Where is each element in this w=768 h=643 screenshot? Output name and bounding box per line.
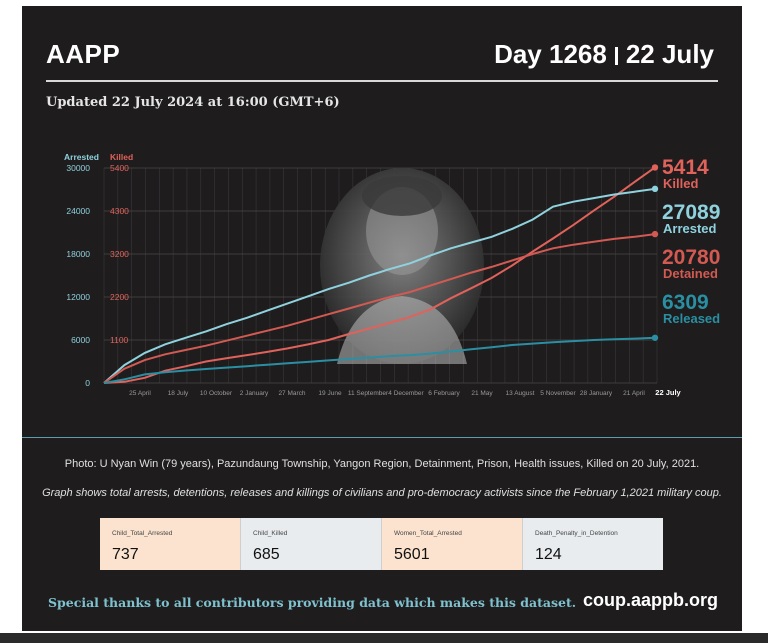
chart-axes: 0 6000 12000 18000 24000 30000 1100 2200 3200 430… xyxy=(64,152,682,397)
series-line-released xyxy=(103,336,656,384)
series-end-dot-detained xyxy=(651,230,659,238)
stat-value: 124 xyxy=(535,546,562,563)
end-name-detained: Detained xyxy=(663,266,718,281)
stats-table: Child_Total_Arrested 737 Child_Killed 68… xyxy=(100,518,663,570)
series-end-dot-arrested xyxy=(651,185,659,193)
left-tick-label: 12000 xyxy=(66,292,90,302)
x-end-label: 22 July xyxy=(655,388,681,397)
day-number: Day 1268 xyxy=(494,39,607,69)
left-tick-label: 18000 xyxy=(66,249,90,259)
stat-label: Women_Total_Arrested xyxy=(394,530,462,537)
series-line-killed xyxy=(103,166,656,384)
series-end-dot-released xyxy=(651,334,659,341)
website-link[interactable]: coup.aappb.org xyxy=(583,590,718,610)
end-value-killed: 5414 xyxy=(662,156,709,179)
x-tick-label: 21 May xyxy=(471,390,493,397)
bottom-bar xyxy=(0,633,768,643)
stat-cell: Women_Total_Arrested 5601 xyxy=(382,518,523,570)
x-tick-label: 10 October xyxy=(200,390,233,397)
x-tick-label: 25 April xyxy=(129,390,151,397)
end-value-released: 6309 xyxy=(662,291,709,314)
x-tick-label: 19 June xyxy=(318,390,342,397)
series-line-detained xyxy=(103,233,656,384)
end-value-arrested: 27089 xyxy=(662,201,720,224)
right-tick-label: 4300 xyxy=(110,206,129,216)
stat-cell: Death_Penalty_in_Detention 124 xyxy=(523,518,663,570)
x-tick-label: 28 January xyxy=(580,390,613,397)
updated-timestamp: Updated 22 July 2024 at 16:00 (GMT+6) xyxy=(46,95,340,110)
stat-value: 737 xyxy=(112,546,139,563)
stat-label: Death_Penalty_in_Detention xyxy=(535,530,618,537)
end-name-released: Released xyxy=(663,311,720,326)
left-tick-label: 6000 xyxy=(71,335,90,345)
right-tick-label: 1100 xyxy=(110,335,129,345)
infographic-card: AAPP Day 1268 22 July Updated 22 July 202… xyxy=(22,6,742,631)
left-tick-label: 30000 xyxy=(66,163,90,173)
end-name-arrested: Arrested xyxy=(663,221,717,236)
x-tick-label: 2 January xyxy=(240,390,269,397)
photo-caption: Photo: U Nyan Win (79 years), Pazundaung… xyxy=(64,458,700,470)
x-tick-label: 13 August xyxy=(506,390,535,397)
header-rule xyxy=(46,80,718,82)
x-tick-label: 21 April xyxy=(623,390,645,397)
right-tick-label: 3200 xyxy=(110,249,129,259)
left-axis-title: Arrested xyxy=(64,152,99,162)
series-end-dot-killed xyxy=(651,164,659,171)
thanks-note: Special thanks to all contributors provi… xyxy=(48,595,577,610)
section-divider xyxy=(22,437,742,438)
graph-caption: Graph shows total arrests, detentions, r… xyxy=(42,487,722,499)
stat-value: 685 xyxy=(253,546,280,563)
separator-bar xyxy=(614,47,618,66)
x-tick-label: 5 November xyxy=(540,390,576,397)
right-axis-title: Killed xyxy=(110,152,133,162)
left-tick-label: 0 xyxy=(85,378,90,388)
right-tick-label: 2200 xyxy=(110,292,129,302)
end-name-killed: Killed xyxy=(663,176,698,191)
day-date: 22 July xyxy=(625,39,714,69)
stat-cell: Child_Total_Arrested 737 xyxy=(100,518,241,570)
right-tick-label: 5400 xyxy=(110,163,129,173)
stat-cell: Child_Killed 685 xyxy=(241,518,382,570)
x-tick-label: 18 July xyxy=(168,390,189,397)
chart-series xyxy=(103,164,659,384)
brand-title: AAPP xyxy=(46,39,121,69)
end-value-detained: 20780 xyxy=(662,246,720,269)
left-tick-label: 24000 xyxy=(66,206,90,216)
stat-label: Child_Total_Arrested xyxy=(112,530,173,537)
stat-label: Child_Killed xyxy=(253,530,288,537)
line-chart: 0 6000 12000 18000 24000 30000 1100 2200 3200 430… xyxy=(64,152,720,397)
x-tick-label: 6 February xyxy=(428,390,460,397)
stat-value: 5601 xyxy=(394,546,430,563)
x-tick-label: 4 December xyxy=(388,390,424,397)
day-counter: Day 1268 22 July xyxy=(494,39,714,70)
x-tick-label: 11 September xyxy=(348,390,389,397)
series-line-arrested xyxy=(103,187,656,384)
x-tick-label: 27 March xyxy=(278,390,305,397)
